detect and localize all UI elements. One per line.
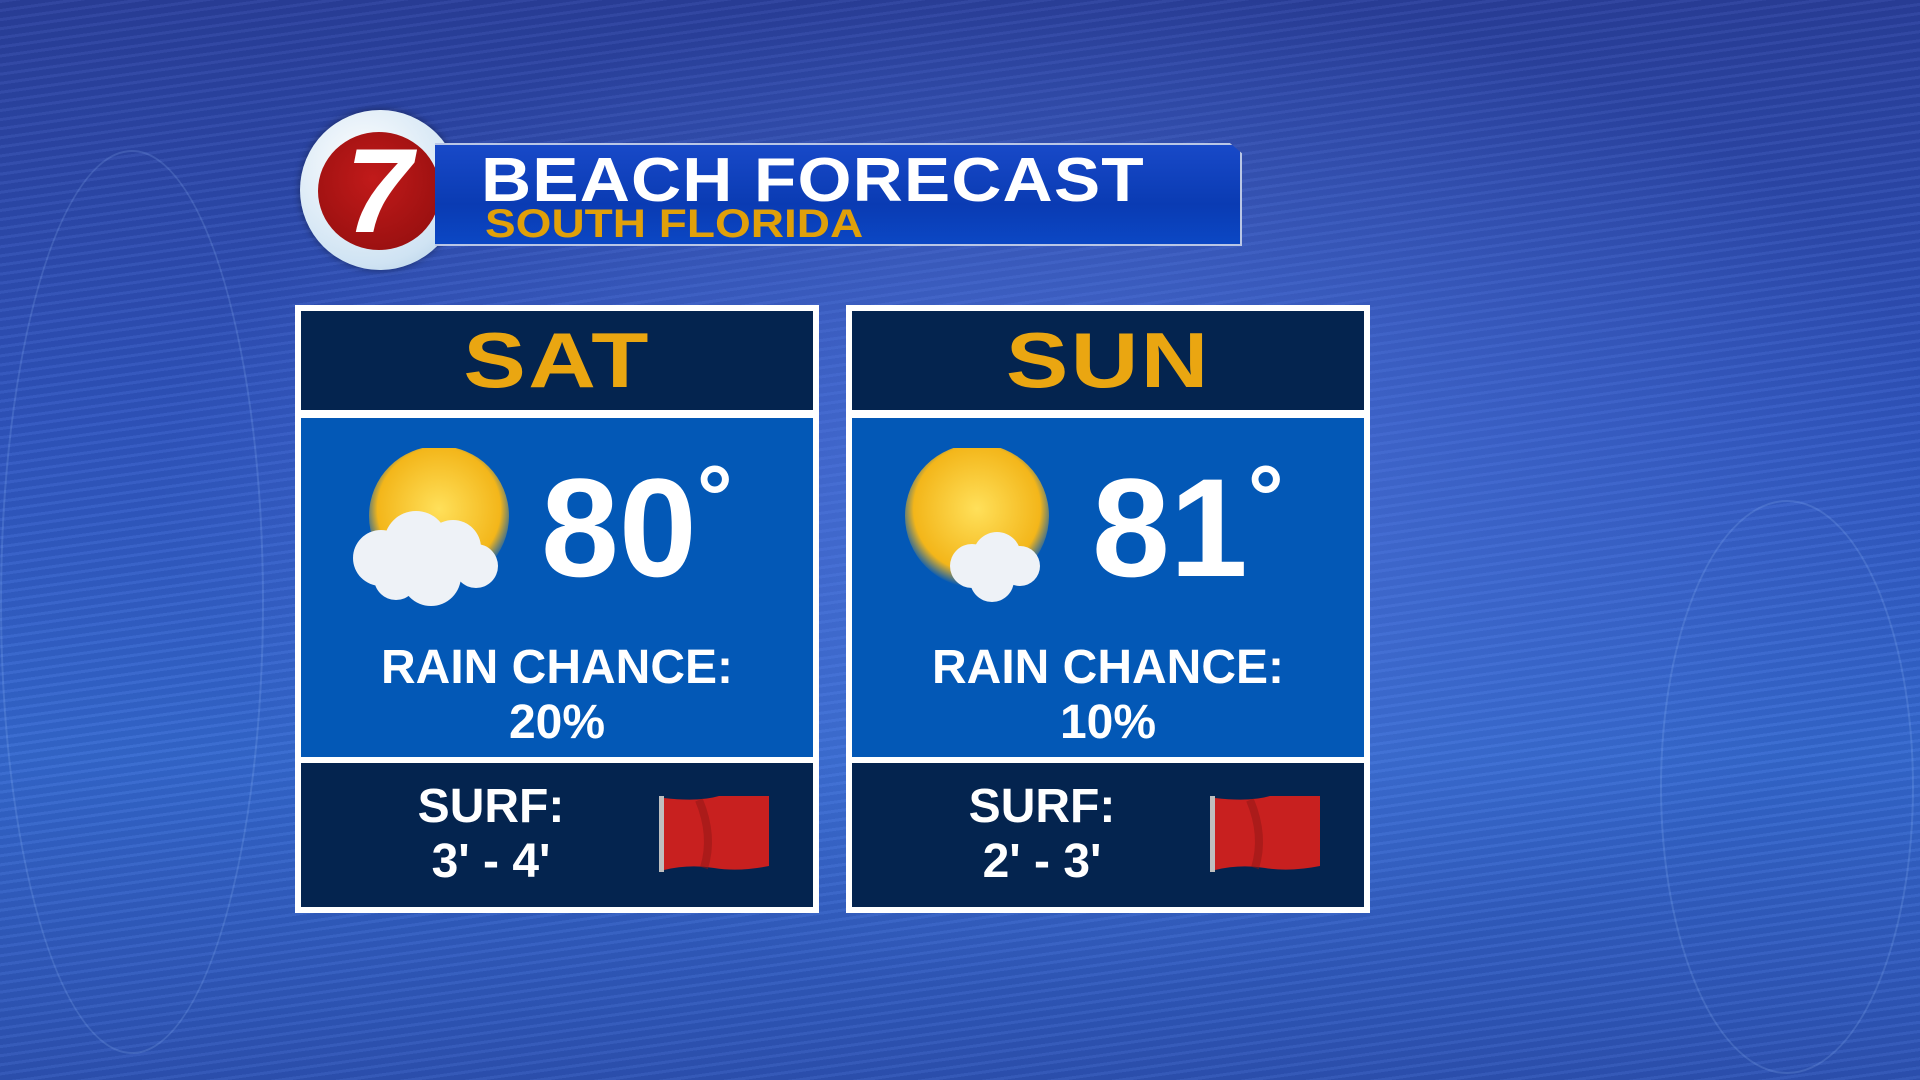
day-label: SUN [1005,316,1211,404]
mostly-sunny-icon [905,448,1049,602]
day-label: SAT [463,316,651,404]
page-subtitle: SOUTH FLORIDA [485,202,864,246]
forecast-card-sun: SUN 81° RAIN CHANCE: 10% SURF: 2' - 3' [846,305,1370,913]
red-flag-icon [659,796,769,872]
surf-height: SURF: 2' - 3' [968,780,1116,889]
temperature: 81° [1092,448,1284,606]
forecast-card-sat: SAT 80° RAIN CHANCE: 20% SURF: 3' - 4' [295,305,819,913]
temperature: 80° [541,448,733,606]
surf-height: SURF: 3' - 4' [417,780,565,889]
page-title: BEACH FORECAST [481,146,1145,215]
background-decoration [0,150,264,1054]
rain-chance: RAIN CHANCE: 10% [932,641,1284,750]
partly-cloudy-icon [353,448,509,606]
title-bar [435,143,1242,246]
rain-chance: RAIN CHANCE: 20% [381,641,733,750]
logo-text: 7 [345,124,413,258]
red-flag-icon [1210,796,1320,872]
background-decoration [1660,500,1914,1074]
station-logo: 7 [300,110,460,270]
